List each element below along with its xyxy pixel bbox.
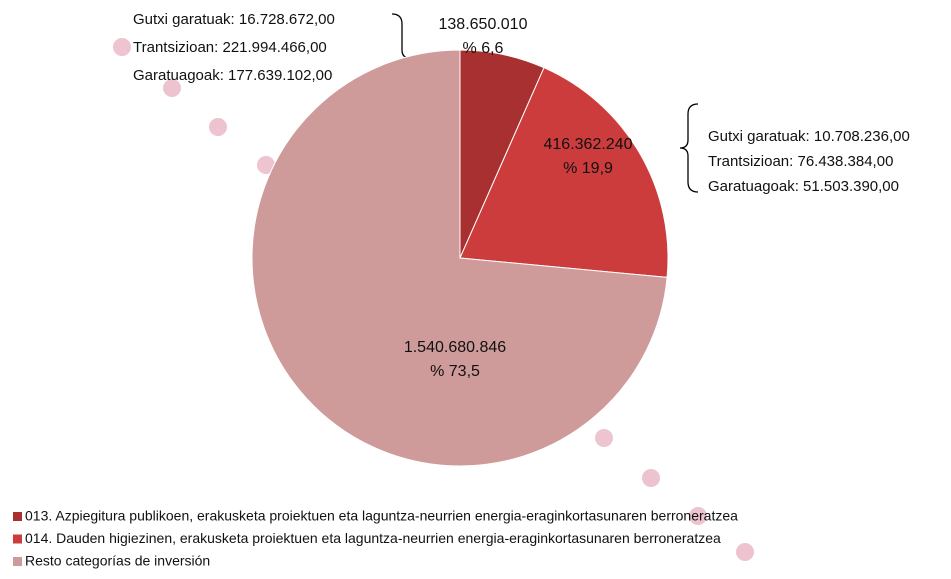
background-dots <box>113 38 754 561</box>
legend-label: 014. Dauden higiezinen, erakusketa proie… <box>25 530 721 546</box>
percent-label: % 73,5 <box>430 363 480 380</box>
annotation: Trantsizioan: 76.438.384,00 <box>708 153 893 170</box>
percent-label: % 6,6 <box>463 40 504 57</box>
legend-swatch <box>13 534 22 544</box>
labels: 138.650.010 % 6,6 416.362.240 % 19,9 1.540.6… <box>133 11 910 380</box>
pie-slice <box>459 67 669 278</box>
value-label: 1.540.680.846 <box>404 339 506 356</box>
annotation: Garatuagoak: 177.639.102,00 <box>133 67 332 84</box>
legend-swatch <box>13 557 22 566</box>
value-label: 416.362.240 <box>544 136 633 153</box>
annotation: Trantsizioan: 221.994.466,00 <box>133 39 327 56</box>
annotation: Garatuagoak: 51.503.390,00 <box>708 178 899 195</box>
legend-label: 013. Azpiegitura publikoen, erakusketa p… <box>25 508 738 524</box>
pie <box>251 49 669 467</box>
percent-label: % 19,9 <box>563 160 613 177</box>
legend-label: Resto categorías de inversión <box>25 553 210 569</box>
annotation: Gutxi garatuak: 10.708.236,00 <box>708 128 910 145</box>
pie-slice <box>251 49 668 467</box>
annotation: Gutxi garatuak: 16.728.672,00 <box>133 11 335 28</box>
brace <box>679 103 699 193</box>
value-label: 138.650.010 <box>439 16 528 33</box>
legend-swatch <box>13 512 22 521</box>
